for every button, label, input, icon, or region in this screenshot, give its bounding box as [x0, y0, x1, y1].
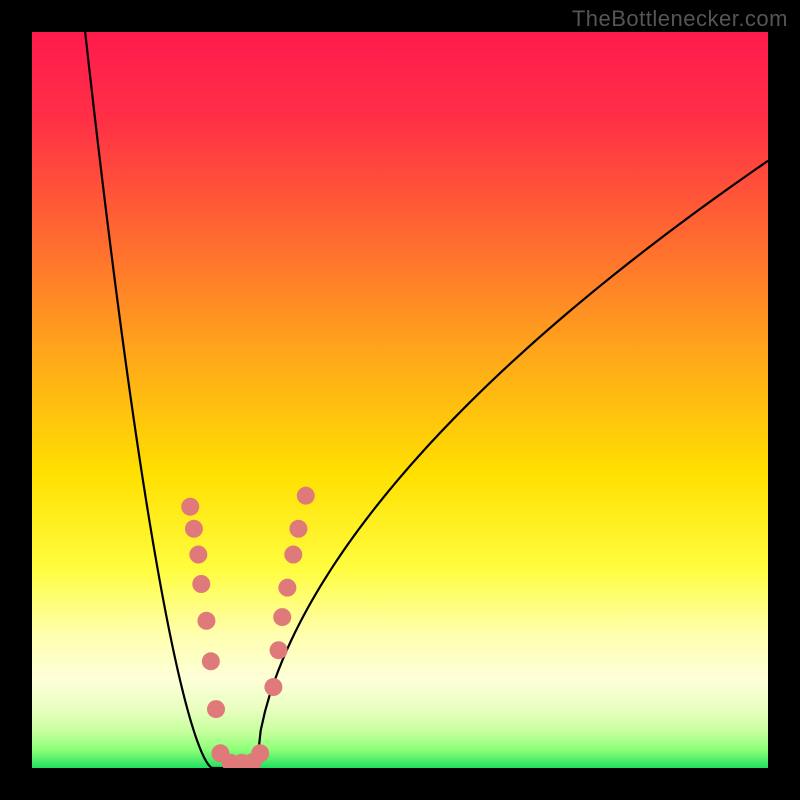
curve-marker [264, 678, 282, 696]
curve-marker [189, 546, 207, 564]
curve-marker [197, 612, 215, 630]
curve-marker [273, 608, 291, 626]
plot-area [32, 32, 768, 768]
curve-marker [251, 744, 269, 762]
curve-marker [207, 700, 225, 718]
curve-marker [185, 520, 203, 538]
curve-marker [297, 487, 315, 505]
curve-marker [192, 575, 210, 593]
curve-marker [278, 579, 296, 597]
curve-markers [32, 32, 768, 768]
curve-marker [181, 498, 199, 516]
curve-marker [202, 652, 220, 670]
curve-marker [284, 546, 302, 564]
plot-outer-frame [0, 0, 800, 800]
curve-marker [270, 641, 288, 659]
watermark-text: TheBottlenecker.com [572, 6, 788, 32]
curve-marker [289, 520, 307, 538]
